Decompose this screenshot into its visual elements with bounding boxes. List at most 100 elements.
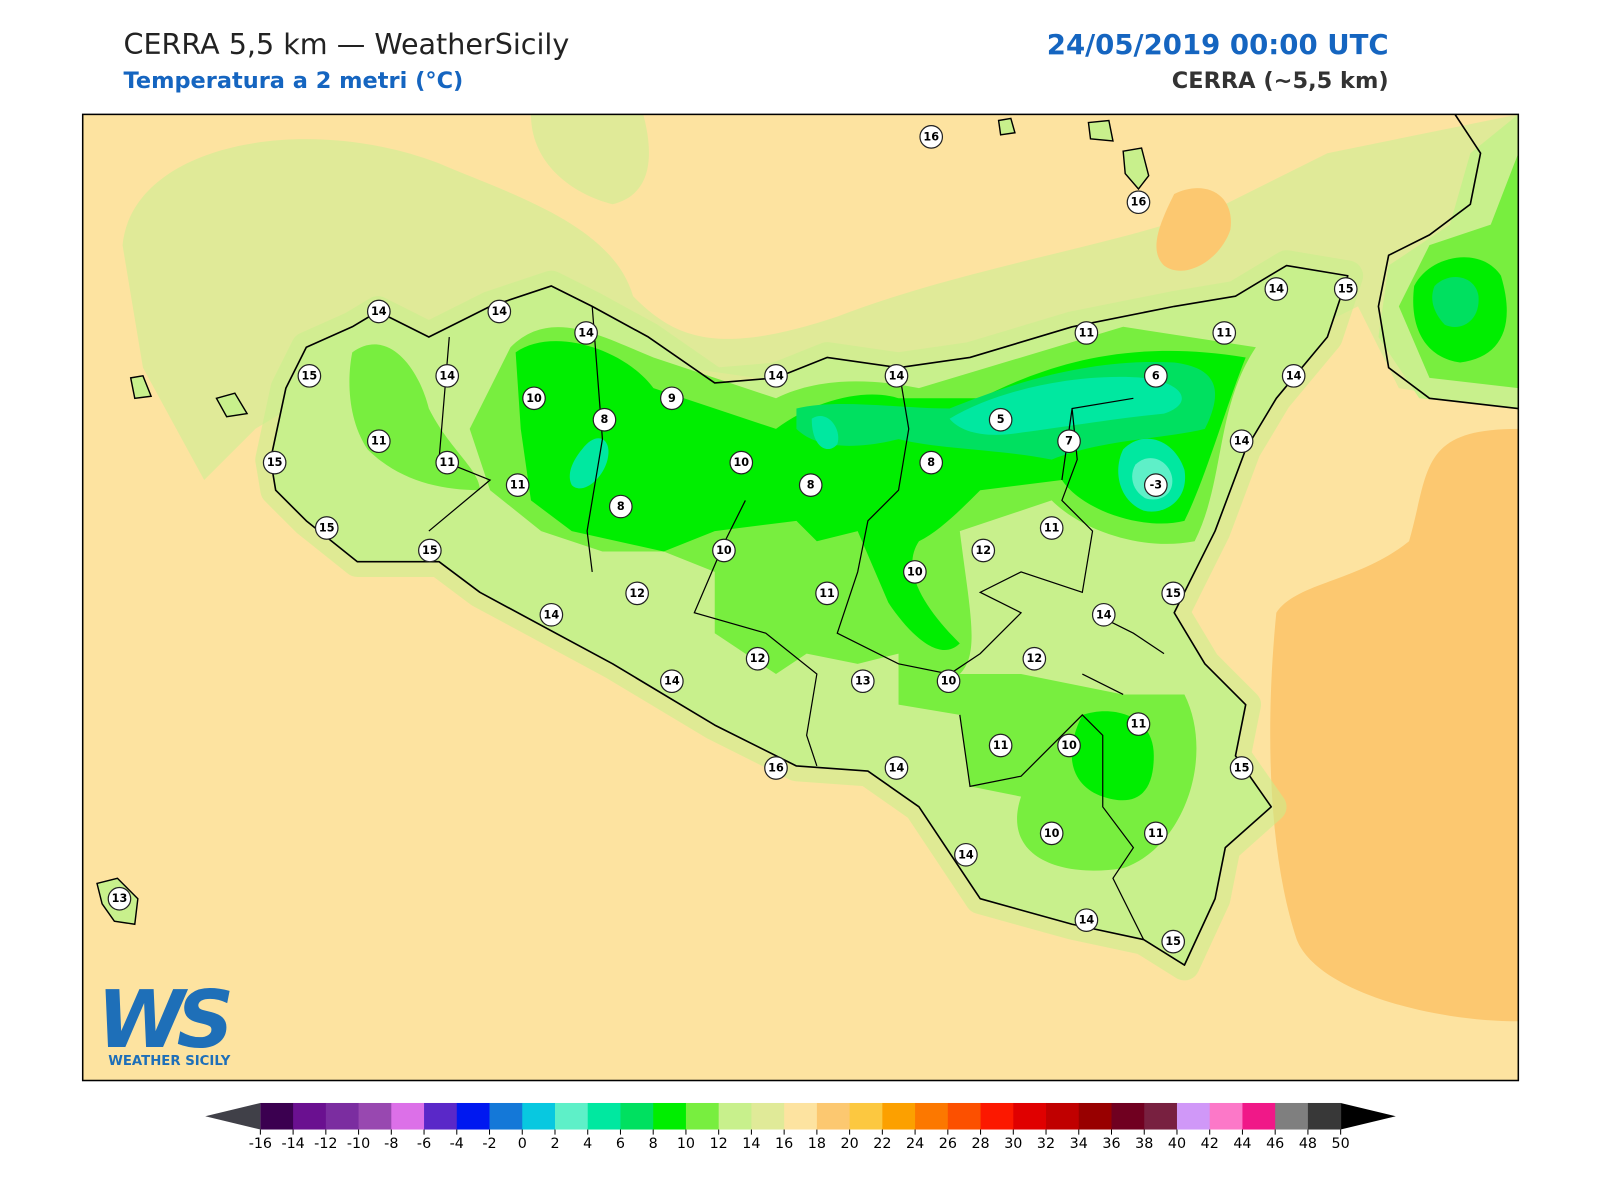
station: 10 bbox=[1039, 821, 1064, 846]
station: 15 bbox=[297, 363, 322, 388]
colorbar-cell bbox=[947, 1102, 982, 1130]
colorbar-tick-label: 2 bbox=[550, 1136, 559, 1152]
colorbar-tick-label: -8 bbox=[384, 1136, 398, 1152]
station-marker bbox=[1212, 321, 1237, 345]
station-value: 15 bbox=[267, 456, 283, 469]
station-marker bbox=[1143, 821, 1168, 846]
station-value: 14 bbox=[1269, 283, 1285, 296]
station: 15 bbox=[314, 516, 339, 540]
colorbar-tick-label: 50 bbox=[1332, 1136, 1350, 1152]
colorbar-tick-label: 36 bbox=[1102, 1136, 1120, 1152]
field-4-w bbox=[569, 438, 609, 489]
station-value: 15 bbox=[302, 369, 318, 382]
station: 11 bbox=[1126, 712, 1151, 736]
station-value: 16 bbox=[1131, 196, 1147, 209]
station-value: 11 bbox=[819, 587, 835, 600]
logo-mark: WS bbox=[97, 973, 230, 1066]
station: 6 bbox=[1143, 363, 1168, 388]
station-value: 15 bbox=[422, 544, 438, 557]
station: 15 bbox=[1161, 929, 1186, 954]
field-sea-north-2 bbox=[530, 114, 649, 205]
station-value: 10 bbox=[733, 456, 749, 469]
station: 14 bbox=[1074, 908, 1099, 933]
station-marker bbox=[712, 538, 736, 563]
station: 14 bbox=[435, 363, 460, 388]
station-marker bbox=[798, 473, 823, 497]
colorbar-tick-label: -2 bbox=[482, 1136, 496, 1152]
colorbar-tick-label: 16 bbox=[775, 1136, 793, 1152]
station-value: 11 bbox=[1044, 521, 1060, 534]
station-marker bbox=[574, 321, 598, 345]
station-marker bbox=[988, 407, 1013, 432]
station-value: 11 bbox=[1131, 718, 1147, 731]
colorbar-cell bbox=[1307, 1102, 1342, 1130]
station: 10 bbox=[712, 538, 736, 563]
station: 15 bbox=[262, 450, 287, 475]
station-marker bbox=[314, 516, 339, 540]
colorbar-tick-label: 4 bbox=[583, 1136, 592, 1152]
station-marker bbox=[745, 646, 770, 671]
colorbar-cell bbox=[1111, 1102, 1145, 1130]
station-value: 16 bbox=[768, 761, 784, 774]
station-marker bbox=[1281, 363, 1306, 388]
station-marker bbox=[764, 756, 788, 780]
colorbar-cell bbox=[1013, 1102, 1047, 1130]
colorbar-tick-label: 20 bbox=[841, 1136, 859, 1152]
station-marker bbox=[1264, 277, 1289, 301]
station-marker bbox=[366, 429, 391, 454]
station-marker bbox=[107, 886, 132, 911]
station-marker bbox=[1126, 190, 1151, 215]
station-value: 14 bbox=[889, 761, 905, 774]
station-marker bbox=[297, 363, 322, 388]
station-marker bbox=[1039, 516, 1064, 540]
station: 9 bbox=[660, 386, 684, 411]
colorbar-cell bbox=[1275, 1102, 1309, 1130]
station-value: 10 bbox=[1061, 739, 1077, 752]
colorbar-tick-label: -6 bbox=[417, 1136, 431, 1152]
station-marker bbox=[971, 538, 996, 563]
station-value: 7 bbox=[1065, 435, 1073, 448]
station-value: 15 bbox=[1338, 283, 1354, 296]
colorbar-tick-label: 42 bbox=[1201, 1136, 1219, 1152]
station: 12 bbox=[1022, 646, 1047, 671]
station-marker bbox=[1091, 602, 1116, 627]
station: 8 bbox=[608, 494, 633, 519]
station-value: 14 bbox=[768, 369, 784, 382]
station-marker bbox=[1161, 581, 1186, 606]
station-value: 8 bbox=[807, 479, 815, 492]
station-marker bbox=[815, 581, 839, 606]
station: 15 bbox=[1229, 756, 1254, 780]
station-marker bbox=[1057, 733, 1081, 758]
station-value: 10 bbox=[941, 675, 957, 688]
station-value: 14 bbox=[664, 675, 680, 688]
colorbar-tick-label: 44 bbox=[1233, 1136, 1251, 1152]
colorbar-tick-label: 46 bbox=[1266, 1136, 1284, 1152]
station: 16 bbox=[1126, 190, 1151, 215]
colorbar-cell bbox=[424, 1102, 458, 1130]
station: 14 bbox=[954, 842, 978, 867]
station-marker bbox=[1022, 646, 1047, 671]
station: 10 bbox=[903, 560, 927, 584]
colorbar-tick-label: 18 bbox=[808, 1136, 826, 1152]
colorbar-tick-label: -4 bbox=[450, 1136, 464, 1152]
island bbox=[1087, 119, 1114, 142]
station: 11 bbox=[366, 429, 391, 454]
station-value: 15 bbox=[1165, 587, 1181, 600]
colorbar-cell bbox=[816, 1102, 851, 1130]
station-value: 11 bbox=[1148, 827, 1164, 840]
station: 14 bbox=[539, 602, 564, 627]
station: 16 bbox=[764, 756, 788, 780]
station-marker bbox=[988, 733, 1013, 758]
station: 8 bbox=[592, 407, 617, 432]
colorbar-tick-label: 38 bbox=[1135, 1136, 1153, 1152]
colorbar-cell bbox=[554, 1102, 589, 1130]
station: 11 bbox=[1074, 321, 1099, 345]
station-marker bbox=[1143, 473, 1168, 497]
station: 8 bbox=[919, 450, 944, 475]
station: 11 bbox=[1039, 516, 1064, 540]
station-value: -3 bbox=[1150, 479, 1162, 492]
station-value: 8 bbox=[927, 456, 935, 469]
colorbar-cell bbox=[653, 1102, 687, 1130]
